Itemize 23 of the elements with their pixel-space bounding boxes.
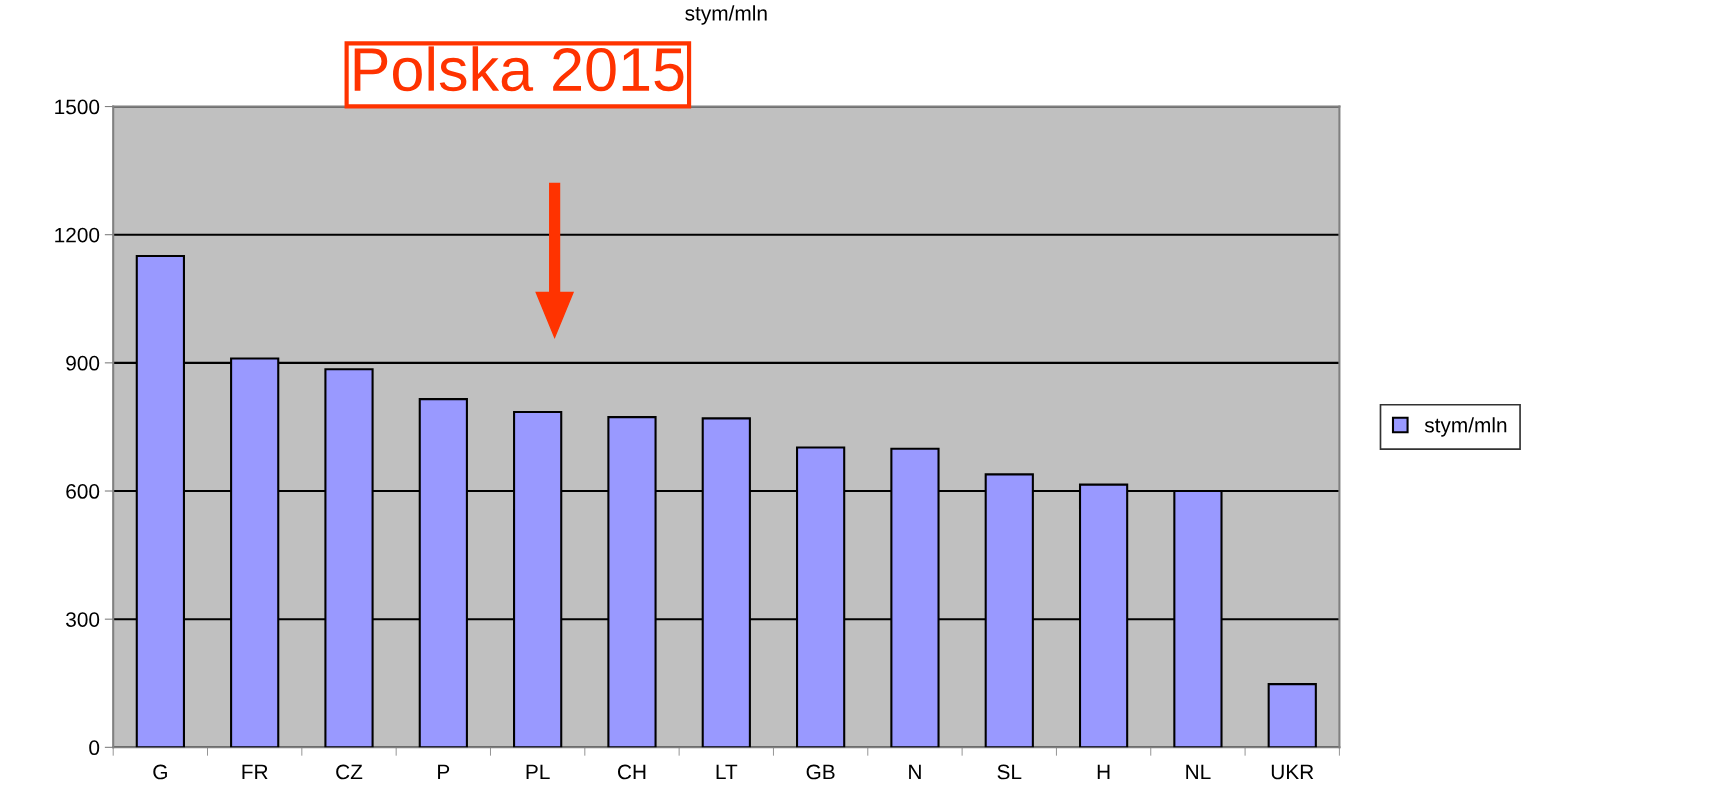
y-tick-label: 1200: [55, 227, 100, 243]
chart-title: stym/mln: [685, 5, 767, 25]
x-tick-label: G: [153, 764, 167, 780]
x-tick-label: FR: [242, 764, 268, 780]
x-tick-label: CZ: [336, 764, 363, 780]
y-tick-label: 600: [66, 484, 100, 499]
x-tick-label: GB: [806, 764, 835, 780]
text: Polska 2015: [354, 46, 684, 92]
y-tick-label: 1500: [55, 99, 100, 115]
x-tick-label: P: [438, 764, 450, 780]
legend-label: stym/mln: [1424, 417, 1507, 437]
x-tick-label: N: [909, 764, 921, 780]
x-tick-label: LT: [716, 764, 738, 780]
y-tick-label: 300: [66, 612, 100, 627]
y-tick-label: 0: [89, 740, 100, 756]
y-tick-label: 900: [66, 355, 100, 371]
x-tick-label: CH: [617, 764, 646, 780]
x-tick-label: H: [1097, 764, 1110, 780]
x-tick-label: SL: [997, 764, 1022, 780]
x-tick-label: UKR: [1271, 764, 1314, 780]
x-tick-label: PL: [526, 764, 550, 780]
bar: [1267, 683, 1317, 748]
x-tick-label: NL: [1186, 764, 1211, 780]
